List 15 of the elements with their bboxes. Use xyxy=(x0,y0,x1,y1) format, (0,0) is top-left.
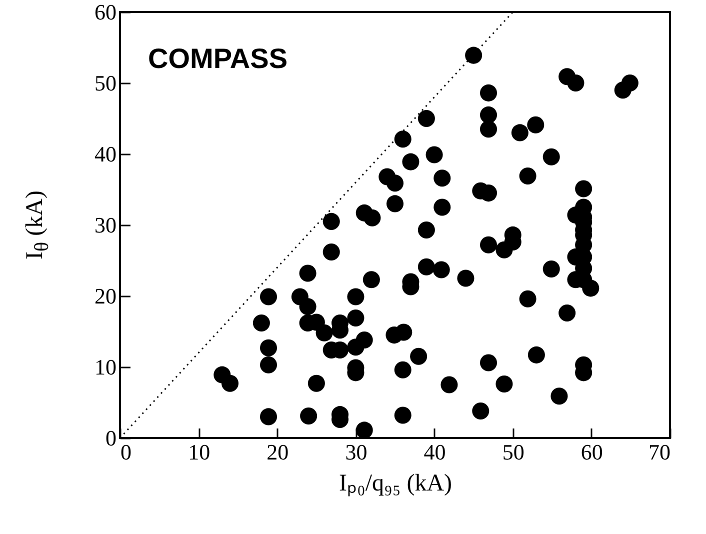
x-tick-label: 70 xyxy=(648,440,670,464)
y-tick-label: 20 xyxy=(94,284,116,308)
x-tick-label: 10 xyxy=(188,440,210,464)
y-tick-label: 40 xyxy=(94,142,116,166)
x-axis-title: Iₚ₀/q₉₅ (kA) xyxy=(338,470,452,496)
y-tick-label: 60 xyxy=(94,0,116,24)
x-tick-label: 60 xyxy=(580,440,603,464)
x-tick-label: 50 xyxy=(502,440,524,464)
x-tick-label: 30 xyxy=(345,440,368,464)
x-tick-label: 20 xyxy=(266,440,289,464)
y-tick-label: 50 xyxy=(94,70,116,96)
annotation: COMPASS xyxy=(148,43,288,74)
y-tick-label: 10 xyxy=(94,354,116,380)
y-tick-label: 30 xyxy=(94,212,116,238)
x-tick-label: 40 xyxy=(424,440,446,464)
